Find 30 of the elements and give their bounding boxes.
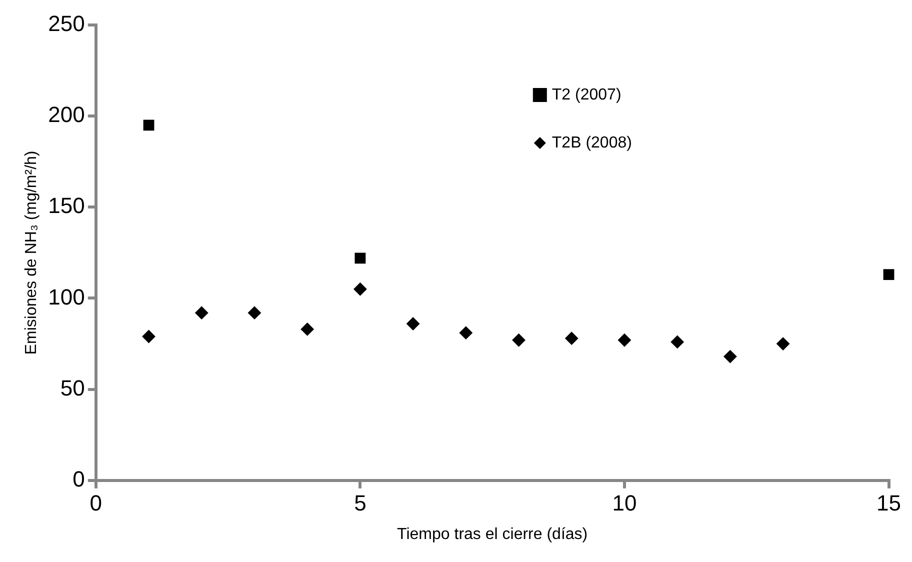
y-tick-label: 150 bbox=[48, 193, 85, 218]
y-tick-label: 200 bbox=[48, 102, 85, 128]
x-axis-title: Tiempo tras el cierre (días) bbox=[397, 526, 588, 543]
y-tick-label: 50 bbox=[60, 375, 85, 400]
point bbox=[724, 350, 737, 364]
point bbox=[143, 120, 154, 131]
point bbox=[248, 306, 261, 320]
x-tick-label: 15 bbox=[876, 490, 902, 516]
y-axis-title: Emisiones de NH₃ (mg/m²/h) bbox=[23, 150, 40, 355]
point bbox=[618, 334, 631, 347]
legend-label: T2 (2007) bbox=[552, 86, 622, 104]
point bbox=[354, 252, 366, 264]
point bbox=[354, 282, 367, 296]
point bbox=[670, 335, 684, 348]
point bbox=[195, 306, 208, 320]
point bbox=[406, 317, 420, 330]
y-tick-label: 250 bbox=[48, 11, 85, 36]
y-tick-label: 100 bbox=[48, 284, 85, 310]
point bbox=[459, 326, 472, 340]
point bbox=[512, 334, 526, 347]
point bbox=[142, 330, 156, 343]
legend-label: T2B (2008) bbox=[552, 134, 632, 152]
point bbox=[300, 322, 314, 336]
point bbox=[565, 332, 578, 345]
point bbox=[883, 269, 894, 280]
y-tick-label: 0 bbox=[72, 466, 85, 492]
x-tick-label: 10 bbox=[612, 490, 637, 516]
point bbox=[776, 337, 790, 350]
x-tick-label: 5 bbox=[354, 490, 366, 516]
x-tick-label: 0 bbox=[90, 490, 102, 516]
